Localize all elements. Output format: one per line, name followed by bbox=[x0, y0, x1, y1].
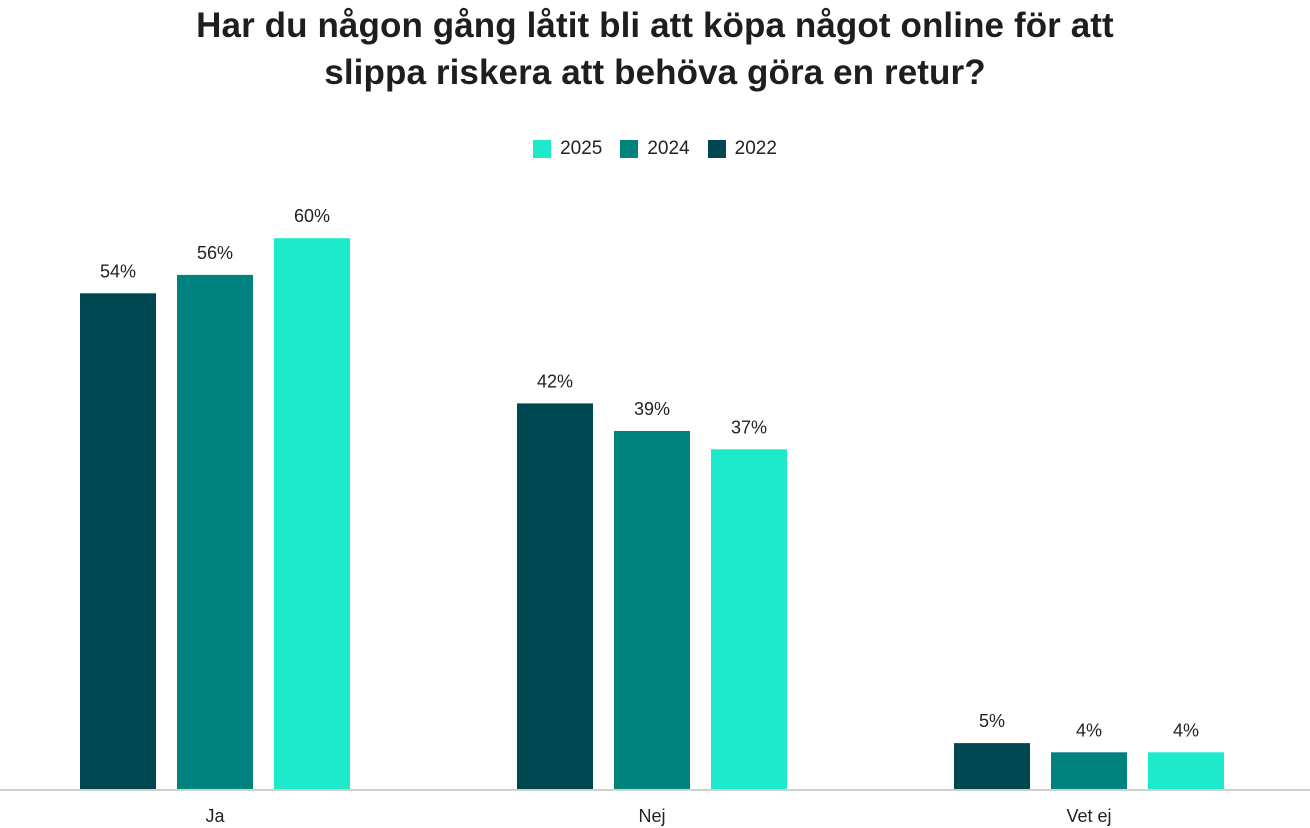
category-label-nej: Nej bbox=[638, 806, 665, 826]
bar-nej-2024 bbox=[614, 431, 690, 789]
bar-nej-2025 bbox=[711, 449, 787, 789]
legend-swatch-2022 bbox=[707, 140, 726, 158]
data-label-nej-2024: 39% bbox=[634, 399, 670, 419]
category-label-vet-ej: Vet ej bbox=[1066, 806, 1111, 826]
bar-ja-2022 bbox=[80, 293, 156, 789]
legend-swatch-2024 bbox=[620, 140, 639, 158]
legend-item-2025: 2025 bbox=[533, 138, 602, 160]
legend-item-2024: 2024 bbox=[620, 138, 690, 160]
chart-title: Har du någon gång låtit bli att köpa någ… bbox=[105, 2, 1205, 96]
data-label-nej-2025: 37% bbox=[731, 417, 767, 437]
legend-label-2022: 2022 bbox=[734, 138, 777, 159]
data-label-nej-2022: 42% bbox=[537, 371, 573, 391]
bar-vet-ej-2025 bbox=[1148, 752, 1224, 789]
data-label-ja-2024: 56% bbox=[197, 243, 233, 263]
legend-label-2024: 2024 bbox=[647, 138, 690, 159]
legend-item-2022: 2022 bbox=[707, 138, 777, 160]
data-label-vet-ej-2022: 5% bbox=[979, 711, 1005, 731]
category-label-ja: Ja bbox=[205, 806, 225, 826]
data-label-vet-ej-2024: 4% bbox=[1076, 720, 1102, 740]
chart-legend: 2025 2024 2022 bbox=[0, 138, 1310, 160]
data-label-ja-2022: 54% bbox=[100, 261, 136, 281]
legend-label-2025: 2025 bbox=[560, 138, 603, 159]
legend-swatch-2025 bbox=[533, 140, 552, 158]
bar-ja-2024 bbox=[177, 274, 253, 789]
bar-vet-ej-2022 bbox=[954, 743, 1030, 789]
bar-nej-2022 bbox=[517, 403, 593, 789]
data-label-vet-ej-2025: 4% bbox=[1173, 720, 1199, 740]
bar-vet-ej-2024 bbox=[1051, 752, 1127, 789]
chart-title-line-2: slippa riskera att behöva göra en retur? bbox=[324, 53, 986, 92]
bar-ja-2025 bbox=[274, 238, 350, 789]
data-label-ja-2025: 60% bbox=[294, 206, 330, 226]
chart-title-line-1: Har du någon gång låtit bli att köpa någ… bbox=[196, 6, 1114, 45]
